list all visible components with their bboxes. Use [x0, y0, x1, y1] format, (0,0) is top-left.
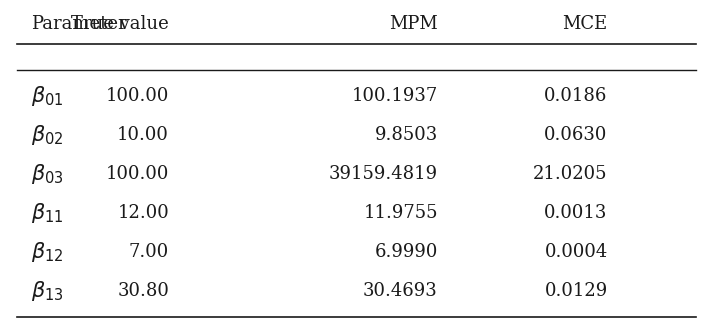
Text: 30.4693: 30.4693: [363, 282, 438, 300]
Text: 21.0205: 21.0205: [533, 165, 607, 183]
Text: $\beta_{11}$: $\beta_{11}$: [31, 201, 63, 225]
Text: $\beta_{13}$: $\beta_{13}$: [31, 279, 63, 303]
Text: 100.00: 100.00: [106, 87, 169, 105]
Text: 0.0004: 0.0004: [545, 243, 607, 261]
Text: 0.0013: 0.0013: [544, 204, 607, 222]
Text: 100.1937: 100.1937: [352, 87, 438, 105]
Text: 10.00: 10.00: [117, 126, 169, 144]
Text: 39159.4819: 39159.4819: [329, 165, 438, 183]
Text: MCE: MCE: [563, 15, 607, 33]
Text: $\beta_{02}$: $\beta_{02}$: [31, 123, 63, 147]
Text: Parameter: Parameter: [31, 15, 127, 33]
Text: 0.0129: 0.0129: [545, 282, 607, 300]
Text: True value: True value: [71, 15, 169, 33]
Text: MPM: MPM: [389, 15, 438, 33]
Text: 0.0186: 0.0186: [544, 87, 607, 105]
Text: 6.9990: 6.9990: [374, 243, 438, 261]
Text: 7.00: 7.00: [129, 243, 169, 261]
Text: $\beta_{03}$: $\beta_{03}$: [31, 162, 63, 186]
Text: 9.8503: 9.8503: [374, 126, 438, 144]
Text: 100.00: 100.00: [106, 165, 169, 183]
Text: 12.00: 12.00: [117, 204, 169, 222]
Text: 0.0630: 0.0630: [544, 126, 607, 144]
Text: $\beta_{12}$: $\beta_{12}$: [31, 240, 63, 264]
Text: 30.80: 30.80: [117, 282, 169, 300]
Text: $\beta_{01}$: $\beta_{01}$: [31, 84, 63, 108]
Text: 11.9755: 11.9755: [364, 204, 438, 222]
